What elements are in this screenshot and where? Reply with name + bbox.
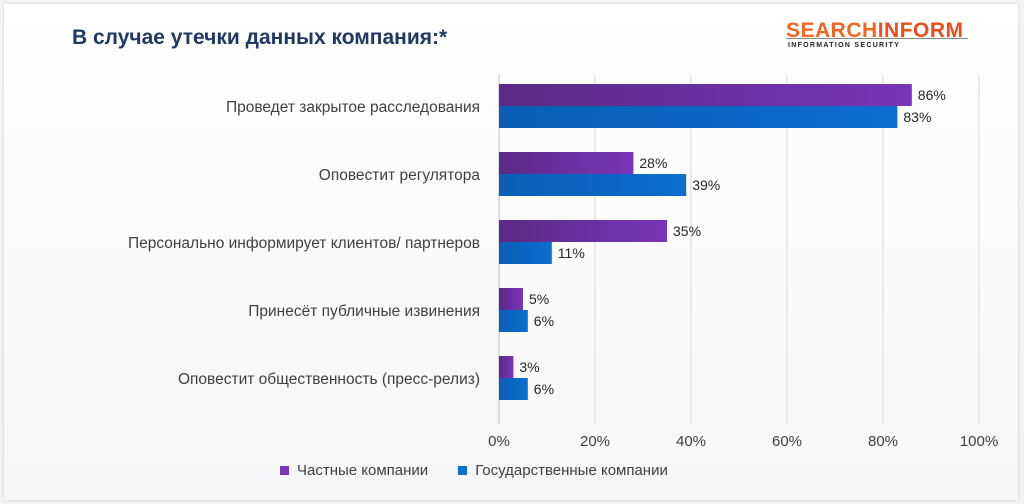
x-tick-label: 80% xyxy=(868,433,898,450)
bar-private xyxy=(499,288,523,310)
data-label: 5% xyxy=(529,291,549,307)
chart-title: В случае утечки данных компания:* xyxy=(72,26,448,49)
data-label: 83% xyxy=(903,109,931,125)
logo-word-search: SEARCH xyxy=(786,19,878,42)
data-label: 86% xyxy=(918,87,946,103)
x-tick-label: 40% xyxy=(676,433,706,450)
bar-government xyxy=(499,242,552,264)
bar-government xyxy=(499,378,528,400)
x-tick-label: 20% xyxy=(580,433,610,450)
bar-government xyxy=(499,310,528,332)
x-tick-label: 100% xyxy=(960,433,998,450)
legend-swatch-government xyxy=(458,465,468,475)
legend-label-private: Частные компании xyxy=(297,461,429,479)
searchinform-logo: SEARCHINFORM INFORMATION SECURITY xyxy=(786,19,986,59)
x-tick-label: 0% xyxy=(488,433,510,450)
bar-government xyxy=(499,174,687,196)
legend-label-government: Государственные компании xyxy=(475,461,668,479)
chart-legend: Частные компании Государственные компани… xyxy=(280,460,668,480)
legend-swatch-private xyxy=(280,465,289,475)
x-tick-label: 60% xyxy=(772,433,802,450)
logo-divider xyxy=(786,38,968,39)
category-label: Оповестит общественность (пресс-релиз) xyxy=(178,371,480,388)
data-label: 11% xyxy=(558,245,585,261)
data-label: 6% xyxy=(534,313,554,329)
bar-private xyxy=(499,220,667,242)
data-label: 35% xyxy=(673,223,701,239)
bar-private xyxy=(499,152,634,174)
category-label: Проведет закрытое расследования xyxy=(226,99,480,116)
data-label: 39% xyxy=(692,177,720,193)
data-label: 6% xyxy=(534,381,554,397)
logo-word-inform: INFORM xyxy=(877,19,964,42)
logo-subtitle: INFORMATION SECURITY xyxy=(788,42,901,49)
bar-private xyxy=(499,84,912,106)
data-label: 3% xyxy=(519,359,539,375)
bar-government xyxy=(499,106,898,128)
bar-private xyxy=(499,356,514,378)
category-label: Принесёт публичные извинения xyxy=(248,303,480,320)
logo-wordmark: SEARCHINFORM xyxy=(786,19,986,43)
legend-item-private: Частные компании xyxy=(280,462,428,479)
data-label: 28% xyxy=(639,155,667,171)
legend-item-government: Государственные компании xyxy=(458,462,668,479)
category-label: Оповестит регулятора xyxy=(319,167,481,184)
category-label: Персонально информирует клиентов/ партне… xyxy=(128,235,480,252)
